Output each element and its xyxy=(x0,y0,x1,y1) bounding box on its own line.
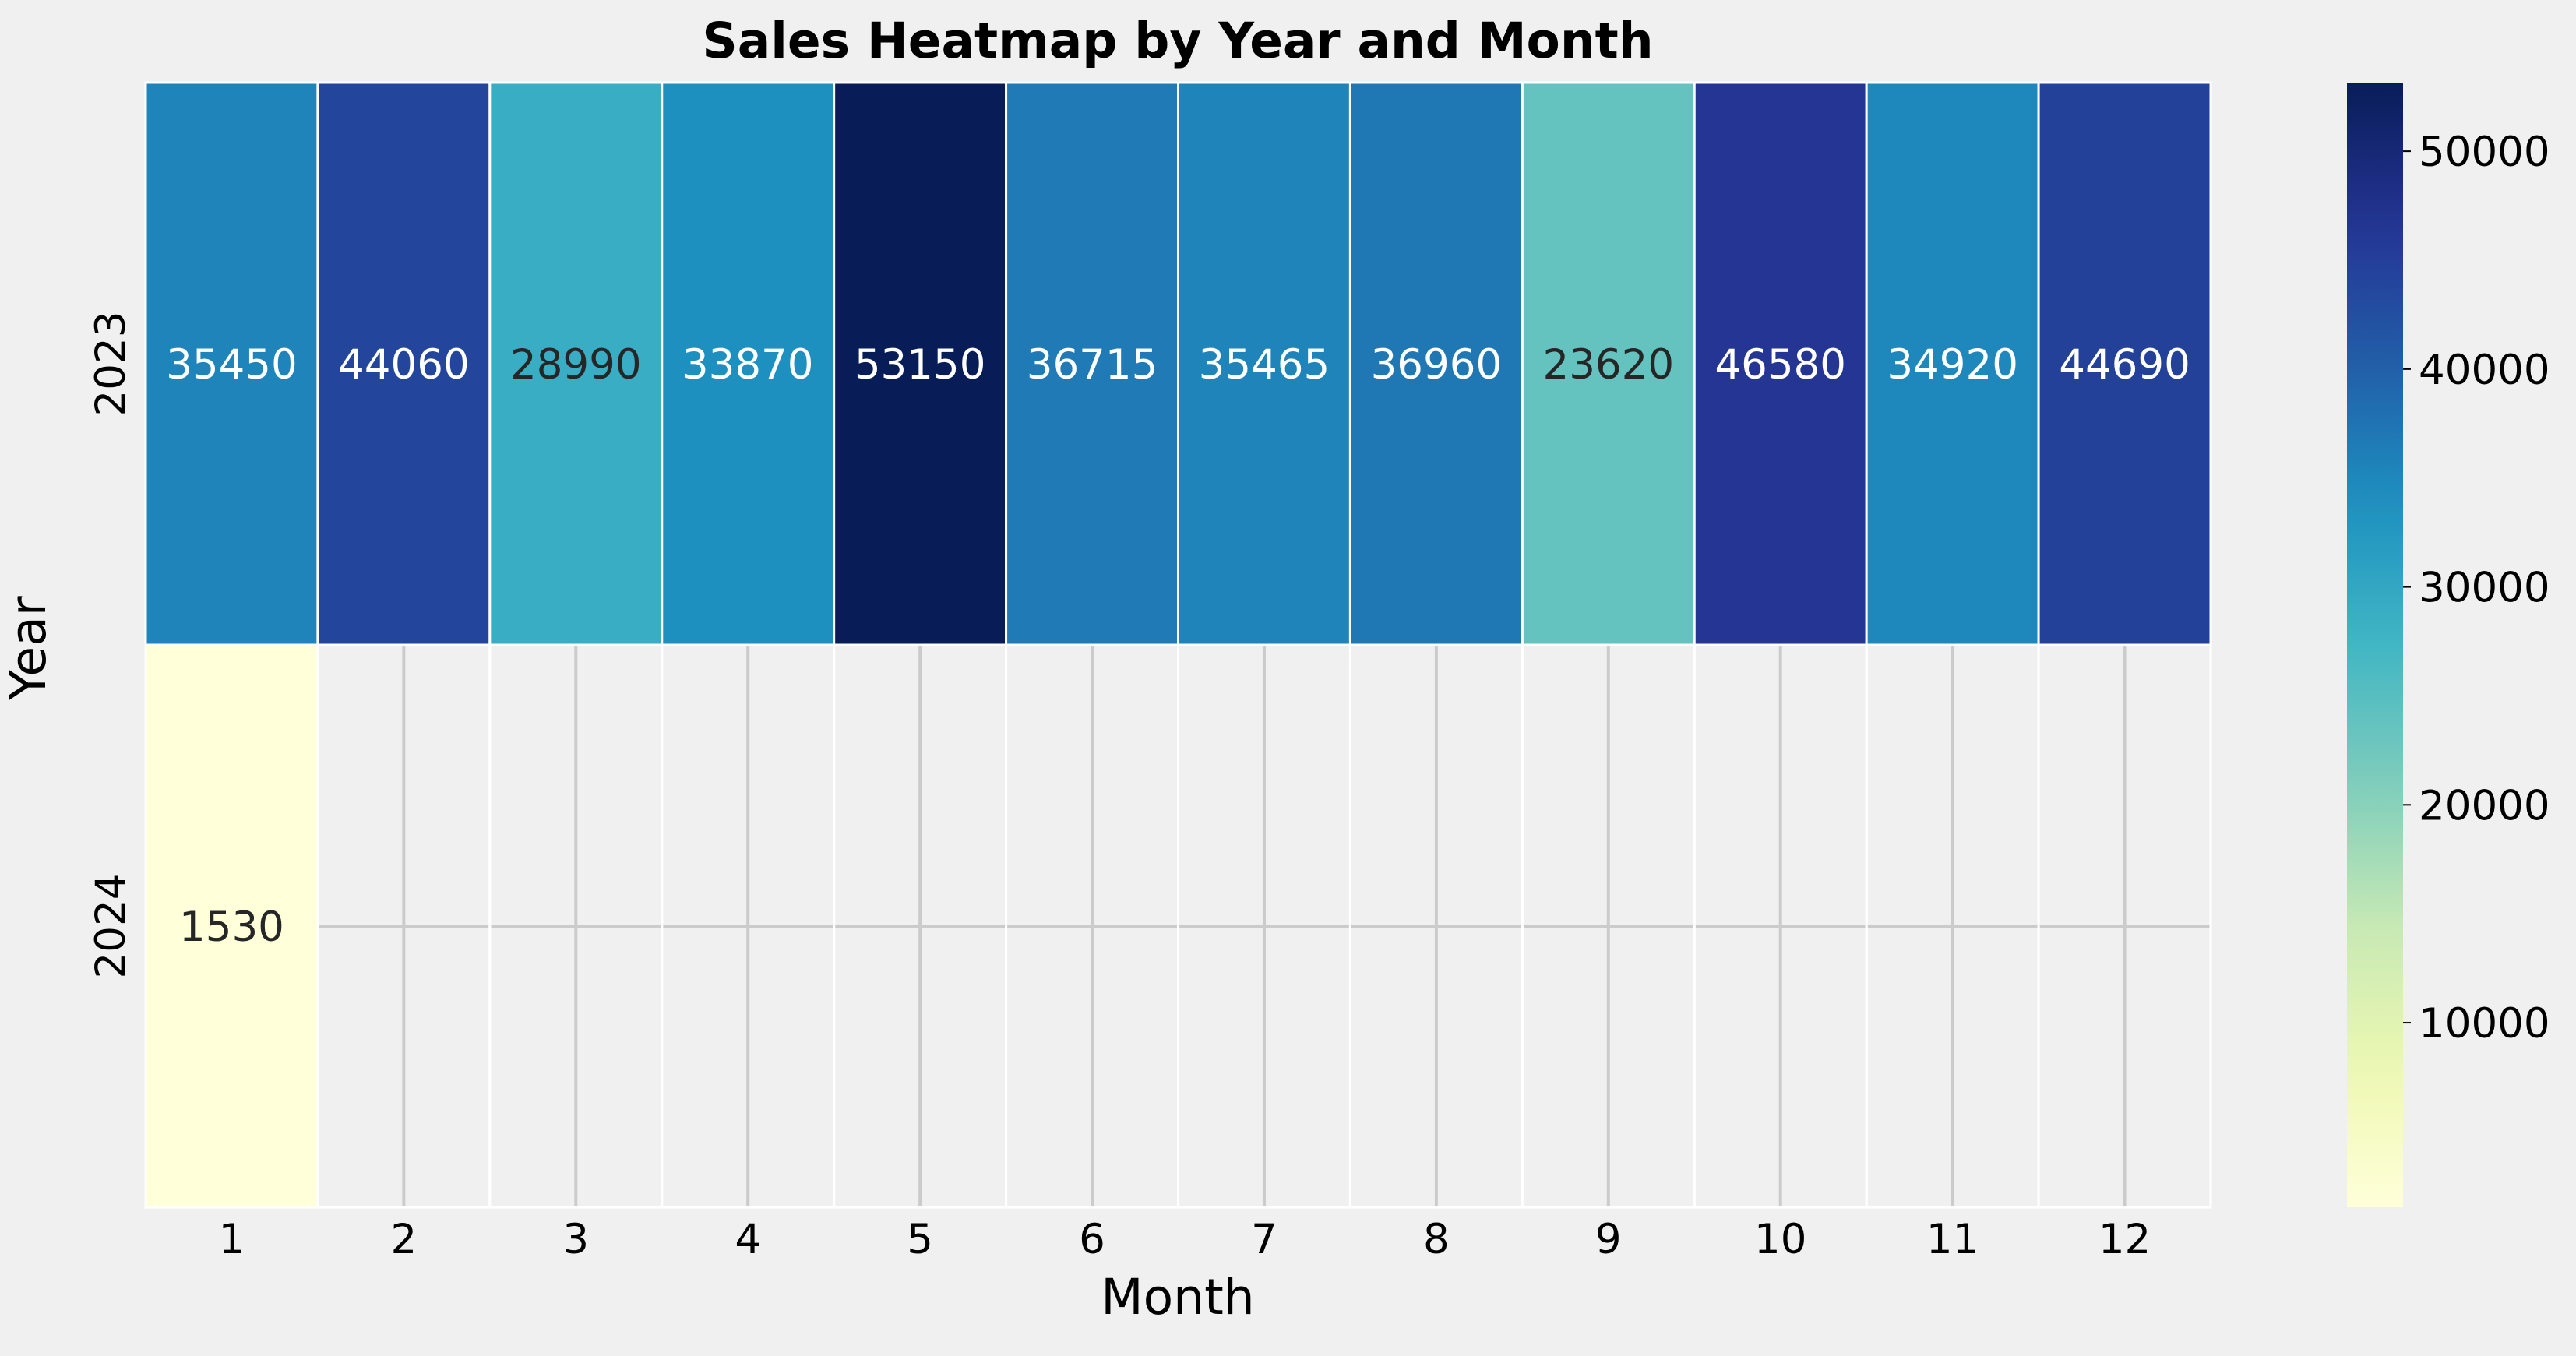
cells-layer xyxy=(144,81,2212,1209)
cell-value-label: 46580 xyxy=(1714,341,1846,389)
colorbar: 10000 20000 30000 40000 50000 xyxy=(2347,83,2550,1207)
colorbar-tick-label: 20000 xyxy=(2419,782,2550,829)
x-tick-label: 5 xyxy=(907,1216,933,1263)
cell-labels-layer: 35450 44060 28990 33870 53150 36715 35465 36960… xyxy=(166,341,2190,951)
x-tick-label: 3 xyxy=(562,1216,589,1263)
y-tick-label: 2023 xyxy=(87,312,135,417)
x-tick-label: 9 xyxy=(1595,1216,1622,1263)
heatmap-cell xyxy=(1005,81,1180,646)
cell-value-label: 35465 xyxy=(1199,341,1330,389)
heatmap-cell xyxy=(1348,81,1524,646)
x-tick-label: 11 xyxy=(1926,1216,1979,1263)
x-tick-label: 4 xyxy=(735,1216,761,1263)
heatmap-cell xyxy=(1865,81,2040,646)
cell-value-label: 28990 xyxy=(510,341,642,389)
heatmap-cell xyxy=(488,81,664,646)
colorbar-tick-label: 30000 xyxy=(2419,565,2550,612)
heatmap-cell xyxy=(1521,81,1696,646)
cell-value-label: 33870 xyxy=(682,341,814,389)
chart-title: Sales Heatmap by Year and Month xyxy=(702,12,1653,69)
colorbar-tick-label: 10000 xyxy=(2419,1000,2550,1048)
x-tick-label: 6 xyxy=(1079,1216,1105,1263)
colorbar-tick-label: 50000 xyxy=(2419,129,2550,176)
colorbar-gradient xyxy=(2347,83,2403,1207)
cell-value-label: 35450 xyxy=(166,341,298,389)
y-axis-label: Year xyxy=(0,596,57,700)
y-tick-label: 2024 xyxy=(87,874,135,979)
heatmap-cell xyxy=(2037,81,2212,646)
heatmap-cell-empty xyxy=(2037,643,2212,1209)
x-axis-label: Month xyxy=(1101,1269,1254,1326)
cell-value-label: 53150 xyxy=(855,341,986,389)
cell-value-label: 44060 xyxy=(338,341,470,389)
cell-value-label: 34920 xyxy=(1887,341,2018,389)
heatmap-cell xyxy=(1693,81,1868,646)
x-tick-label: 7 xyxy=(1251,1216,1277,1263)
cell-value-label: 1530 xyxy=(179,903,284,951)
cell-value-label: 36960 xyxy=(1371,341,1503,389)
colorbar-tick-label: 40000 xyxy=(2419,347,2550,394)
heatmap-cell xyxy=(1177,81,1351,646)
cell-value-label: 36715 xyxy=(1027,341,1158,389)
cell-value-label: 44690 xyxy=(2059,341,2190,389)
x-tick-label: 12 xyxy=(2099,1216,2151,1263)
heatmap-cell xyxy=(833,81,1008,646)
x-tick-label: 1 xyxy=(219,1216,245,1263)
x-tick-label: 10 xyxy=(1754,1216,1806,1263)
cell-value-label: 23620 xyxy=(1542,341,1674,389)
heatmap-cell xyxy=(144,643,319,1209)
x-tick-label: 2 xyxy=(391,1216,418,1263)
x-tick-label: 8 xyxy=(1423,1216,1450,1263)
